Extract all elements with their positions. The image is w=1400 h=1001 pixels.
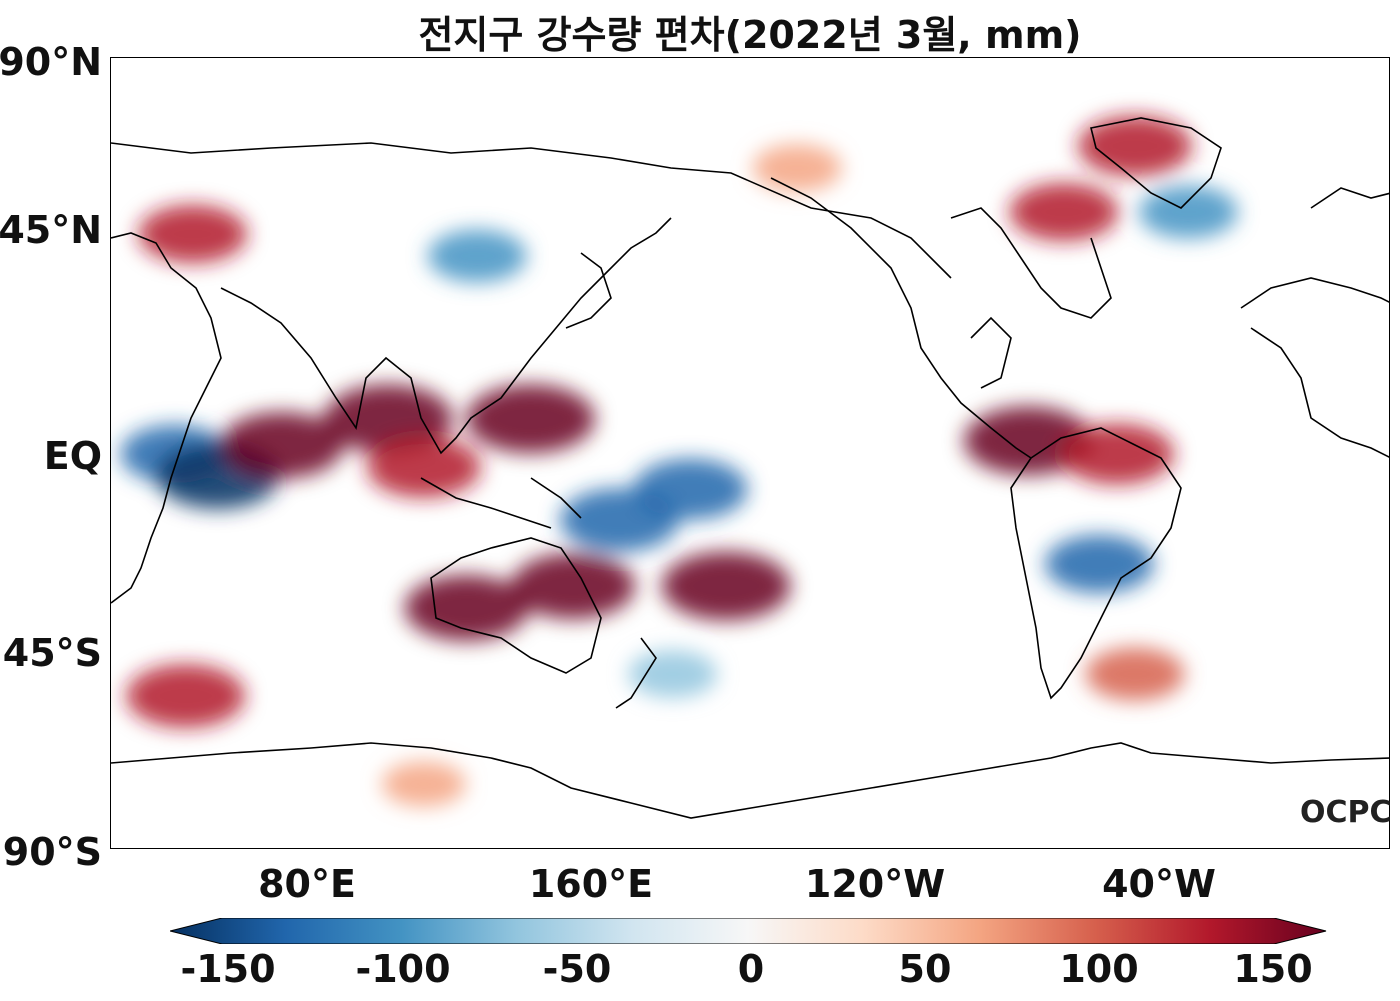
anomaly-patch-4 bbox=[366, 436, 481, 498]
lat-label-45n: 45°N bbox=[0, 208, 102, 252]
anomaly-patch-6 bbox=[404, 574, 529, 642]
anomaly-patch-22 bbox=[628, 650, 718, 698]
colorbar-scale bbox=[170, 918, 1327, 944]
map-title: 전지구 강수량 편차(2022년 3월, mm) bbox=[418, 13, 1082, 57]
anomaly-patch-18 bbox=[427, 229, 527, 283]
map-panel bbox=[110, 57, 1390, 849]
lon-label-80e: 80°E bbox=[258, 862, 356, 906]
anomaly-patch-7 bbox=[511, 552, 636, 620]
coast-asia-south bbox=[220, 217, 672, 455]
coast-japan bbox=[565, 252, 612, 329]
ocpc-logo: OCPC bbox=[1300, 795, 1392, 830]
anomaly-patch-12 bbox=[1060, 423, 1175, 485]
anomaly-patch-5 bbox=[466, 384, 596, 454]
coast-new-zealand bbox=[615, 637, 657, 709]
coast-gulf bbox=[970, 316, 1012, 389]
coast-africa-west bbox=[1250, 327, 1389, 458]
anomaly-patch-23 bbox=[1085, 647, 1185, 701]
anomaly-patch-13 bbox=[1044, 534, 1154, 594]
precipitation-anomaly-map bbox=[111, 115, 1389, 819]
coast-indonesia bbox=[420, 477, 552, 529]
lat-label-90n: 90°N bbox=[0, 40, 102, 84]
coast-scandinavia bbox=[1310, 187, 1389, 209]
coast-antarctica bbox=[111, 742, 1389, 819]
coast-australia bbox=[430, 537, 602, 674]
colorbar bbox=[170, 918, 1327, 944]
colorbar-tick-50: 50 bbox=[898, 947, 952, 991]
lon-label-120w: 120°W bbox=[804, 862, 946, 906]
colorbar-tick--150: -150 bbox=[180, 947, 276, 991]
anomaly-patch-15 bbox=[1078, 115, 1192, 177]
anomaly-patch-8 bbox=[661, 551, 791, 621]
coast-europe bbox=[1240, 277, 1389, 309]
anomaly-patch-21 bbox=[381, 761, 466, 807]
anomaly-patch-16 bbox=[1009, 182, 1119, 242]
coast-borneo bbox=[530, 477, 582, 519]
coast-south-america bbox=[1010, 427, 1182, 700]
coast-eurasia-north bbox=[111, 142, 952, 279]
anomaly-patch-3 bbox=[323, 384, 453, 454]
anomaly-patch-2 bbox=[219, 412, 344, 479]
lon-label-40w: 40°W bbox=[1102, 862, 1216, 906]
anomaly-patch-20 bbox=[126, 664, 246, 728]
colorbar-tick-0: 0 bbox=[737, 947, 765, 991]
colorbar-tick-150: 150 bbox=[1233, 947, 1313, 991]
anomaly-patch-11 bbox=[963, 406, 1093, 476]
coast-na-east bbox=[950, 207, 1112, 319]
colorbar-tick-100: 100 bbox=[1059, 947, 1139, 991]
coast-africa bbox=[111, 232, 222, 604]
anomaly-patch-19 bbox=[138, 204, 248, 264]
lat-label-90s: 90°S bbox=[2, 830, 102, 874]
anomaly-patch-10 bbox=[633, 458, 748, 520]
lon-label-160e: 160°E bbox=[528, 862, 654, 906]
lat-label-eq: EQ bbox=[43, 434, 102, 478]
coast-na-west bbox=[770, 177, 1032, 459]
coast-greenland bbox=[1090, 117, 1222, 209]
lat-label-45s: 45°S bbox=[2, 631, 102, 675]
coastlines bbox=[111, 117, 1389, 819]
colorbar-tick--50: -50 bbox=[542, 947, 612, 991]
anomaly-patch-17 bbox=[752, 144, 842, 192]
anomaly-field bbox=[120, 115, 1238, 807]
colorbar-tick--100: -100 bbox=[355, 947, 451, 991]
